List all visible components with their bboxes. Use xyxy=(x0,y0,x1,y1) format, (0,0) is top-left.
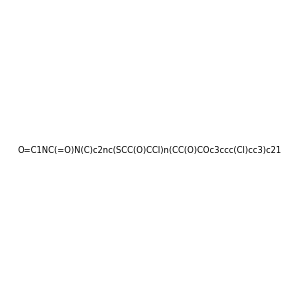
Text: O=C1NC(=O)N(C)c2nc(SCC(O)CCl)n(CC(O)COc3ccc(Cl)cc3)c21: O=C1NC(=O)N(C)c2nc(SCC(O)CCl)n(CC(O)COc3… xyxy=(18,146,282,154)
